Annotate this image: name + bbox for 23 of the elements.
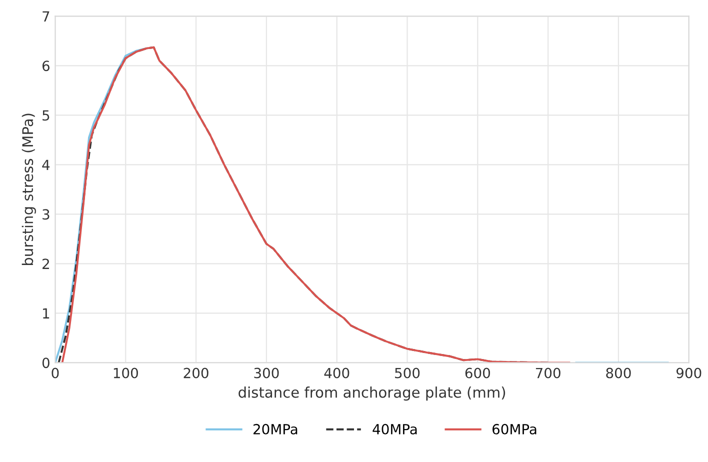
y-tick-label: 5 [42, 110, 50, 121]
x-tick-label: 100 [114, 368, 138, 378]
y-tick-label: 6 [42, 60, 50, 72]
x-tick-label: 0 [52, 368, 59, 378]
legend-label: 20MPa [254, 424, 298, 434]
y-axis-title: bursting stress (MPa) [22, 114, 36, 266]
y-tick-label: 2 [42, 258, 49, 269]
x-axis-title: distance from anchorage plate (mm) [238, 386, 506, 401]
legend-label: 60MPa [492, 424, 536, 434]
y-tick-label: 3 [42, 209, 50, 220]
y-tick-label: 7 [42, 11, 50, 22]
x-tick-label: 800 [606, 368, 631, 378]
x-tick-label: 500 [395, 368, 420, 378]
x-tick-label: 200 [184, 368, 208, 378]
y-tick-label: 1 [43, 308, 50, 318]
y-tick-label: 4 [42, 160, 50, 170]
x-tick-label: 700 [536, 368, 560, 378]
y-tick-label: 0 [42, 358, 50, 368]
x-tick-label: 600 [465, 368, 490, 378]
x-tick-label: 300 [254, 368, 279, 378]
legend-label: 40MPa [372, 424, 417, 434]
x-tick-label: 900 [676, 368, 702, 378]
x-tick-label: 400 [324, 368, 350, 378]
